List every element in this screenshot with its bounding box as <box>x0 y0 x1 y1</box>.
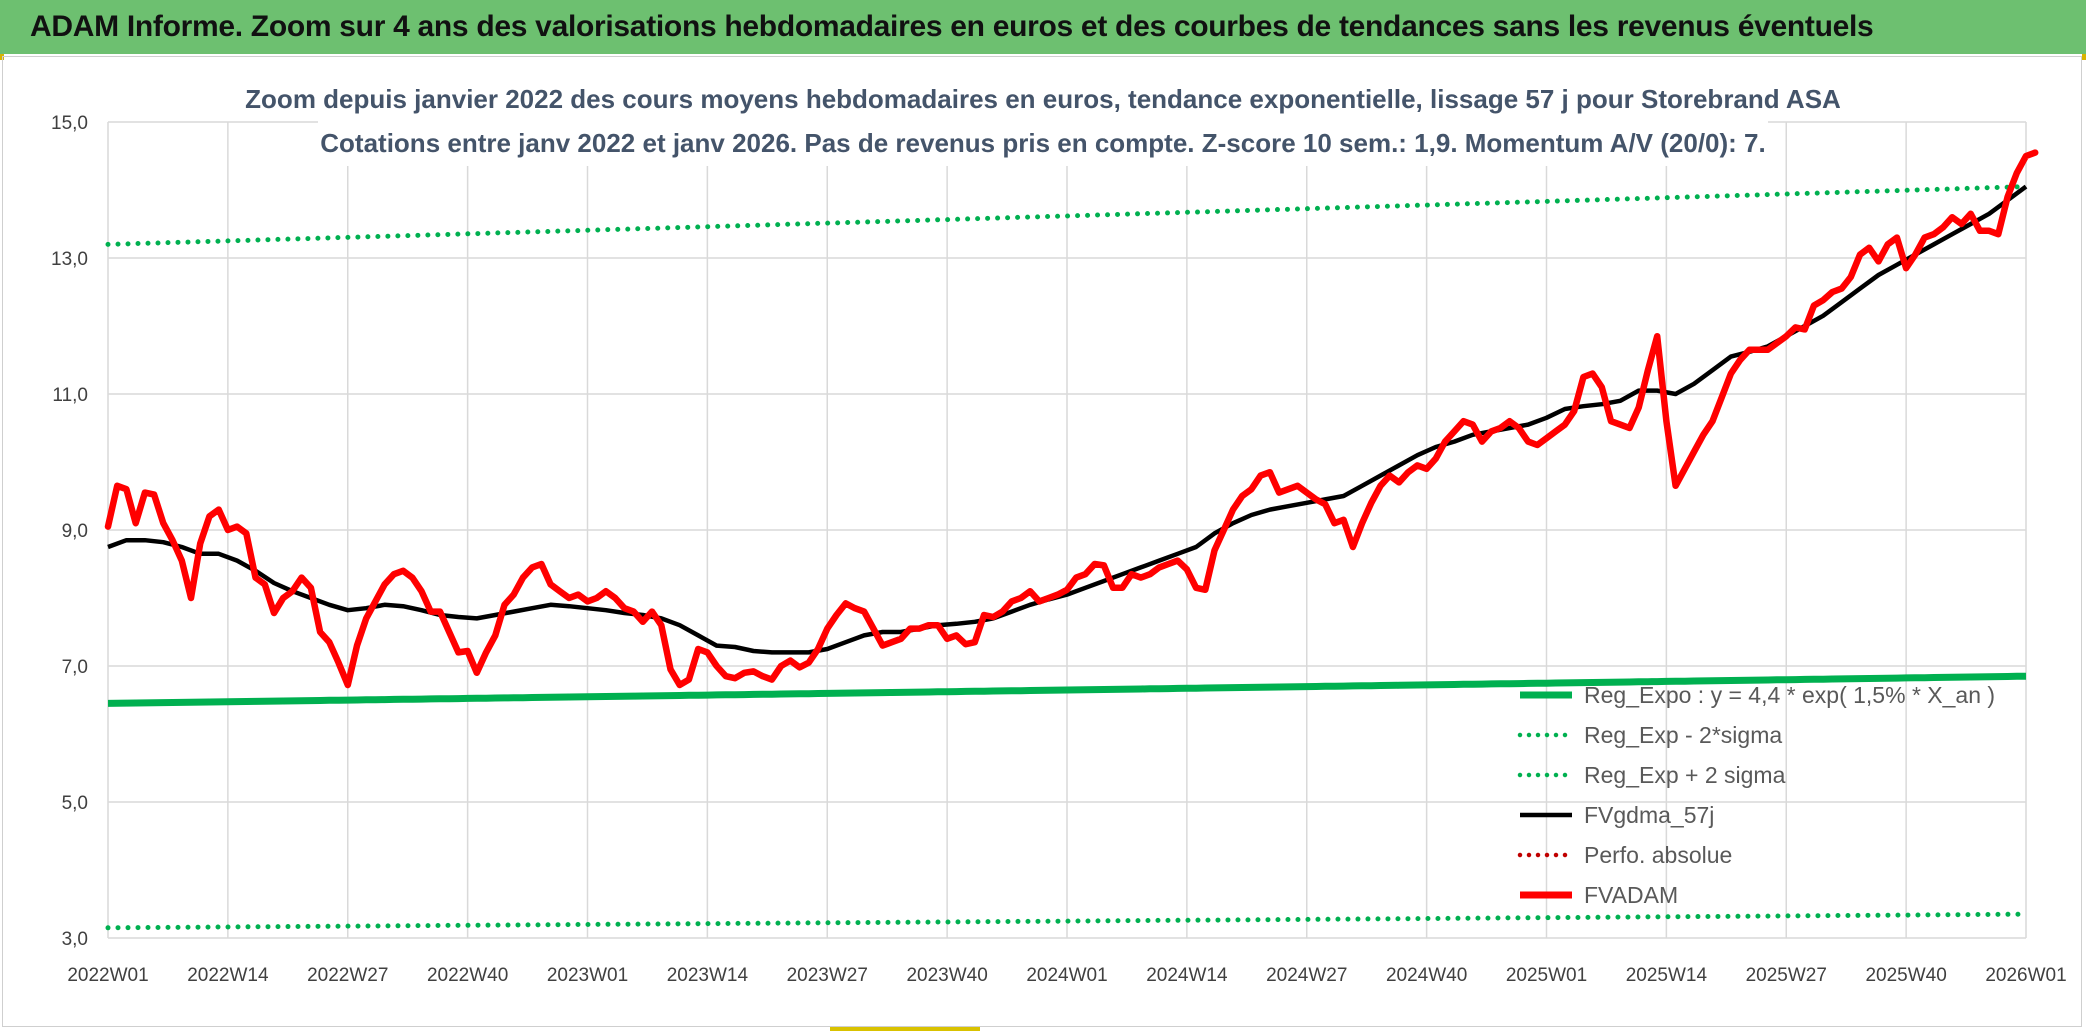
x-tick-label-2: 2022W27 <box>307 965 388 986</box>
x-tick-label-1: 2022W14 <box>187 965 269 986</box>
x-axis-ticks: 2022W01 2022W14 2022W27 2022W40 2023W01 2023W… <box>67 965 2066 986</box>
legend-label-2: Reg_Exp + 2 sigma <box>1584 762 1786 788</box>
y-tick-label-0: 15,0 <box>51 113 88 134</box>
legend-label-4: Perfo. absolue <box>1584 842 1732 868</box>
x-tick-label-9: 2024W14 <box>1146 965 1228 986</box>
x-tick-label-6: 2023W27 <box>787 965 868 986</box>
series-reg-expo <box>107 672 2027 707</box>
series-reg-exp-plus-2sigma <box>105 184 2029 247</box>
legend-label-1: Reg_Exp - 2*sigma <box>1584 722 1782 748</box>
x-tick-label-0: 2022W01 <box>67 965 148 986</box>
x-tick-label-8: 2024W01 <box>1026 965 1107 986</box>
legend-label-0: Reg_Expo : y = 4,4 * exp( 1,5% * X_an ) <box>1584 682 1995 708</box>
chart-frame <box>2 56 2082 1027</box>
x-tick-label-11: 2024W40 <box>1386 965 1467 986</box>
x-tick-label-3: 2022W40 <box>427 965 508 986</box>
report-title: ADAM Informe. Zoom sur 4 ans des valoris… <box>30 10 1874 43</box>
chart-legend: Reg_Expo : y = 4,4 * exp( 1,5% * X_an ) R… <box>1517 682 1995 908</box>
chart-title-background <box>318 78 1768 166</box>
bottom-accent-bar <box>830 1027 980 1031</box>
x-tick-label-4: 2023W01 <box>547 965 628 986</box>
x-tick-label-10: 2024W27 <box>1266 965 1347 986</box>
legend-label-3: FVgdma_57j <box>1584 802 1714 828</box>
y-tick-label-6: 3,0 <box>62 929 88 950</box>
y-tick-label-3: 9,0 <box>62 521 88 542</box>
x-tick-label-5: 2023W14 <box>667 965 749 986</box>
legend-label-5: FVADAM <box>1584 882 1678 908</box>
x-tick-label-12: 2025W01 <box>1506 965 1587 986</box>
chart-title-block: Zoom depuis janvier 2022 des cours moyen… <box>245 78 1841 166</box>
x-tick-label-15: 2025W40 <box>1865 965 1946 986</box>
x-tick-label-13: 2025W14 <box>1626 965 1708 986</box>
x-tick-label-7: 2023W40 <box>906 965 987 986</box>
series-reg-exp-minus-2sigma <box>105 911 2029 931</box>
header-corner-right <box>2082 54 2086 60</box>
chart-title-line1: Zoom depuis janvier 2022 des cours moyen… <box>245 84 1841 114</box>
y-tick-label-2: 11,0 <box>52 385 88 406</box>
x-tick-label-16: 2026W01 <box>1985 965 2066 986</box>
y-tick-label-1: 13,0 <box>51 249 88 270</box>
y-axis-ticks: 15,0 13,0 11,0 9,0 7,0 5,0 3,0 <box>51 113 88 950</box>
series-fvadam <box>104 149 2039 689</box>
x-tick-label-14: 2025W27 <box>1746 965 1827 986</box>
y-tick-label-5: 5,0 <box>62 793 88 814</box>
y-tick-label-4: 7,0 <box>62 657 88 678</box>
chart-gridlines <box>107 121 2027 939</box>
report-header: ADAM Informe. Zoom sur 4 ans des valoris… <box>0 0 2086 54</box>
chart-series <box>104 149 2039 931</box>
chart-title-line2: Cotations entre janv 2022 et janv 2026. … <box>320 128 1765 158</box>
